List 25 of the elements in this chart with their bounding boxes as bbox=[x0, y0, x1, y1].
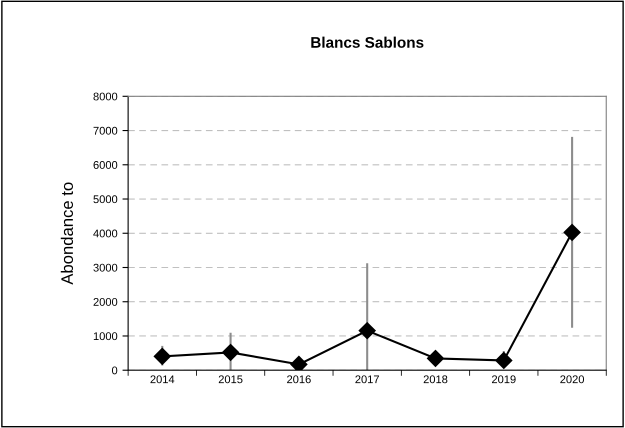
point bbox=[154, 348, 171, 365]
x-tick-label: 2016 bbox=[287, 375, 311, 384]
point bbox=[426, 350, 444, 367]
point bbox=[222, 344, 240, 361]
y-tick-label: 3000 bbox=[93, 264, 118, 272]
point bbox=[564, 224, 581, 241]
y-tick-label: 2000 bbox=[94, 298, 118, 306]
y-tick-label: 7000 bbox=[94, 126, 118, 135]
x-tick-label: 2019 bbox=[492, 375, 516, 384]
y-tick-label: 4000 bbox=[93, 230, 118, 238]
point bbox=[358, 322, 376, 340]
chart-title: Blancs Sablons bbox=[311, 36, 424, 48]
x-tick-label: 2014 bbox=[150, 375, 174, 384]
y-tick-label: 1000 bbox=[94, 332, 118, 340]
y-tick-label: 6000 bbox=[94, 161, 118, 169]
x-tick-label: 2018 bbox=[424, 375, 448, 384]
y-tick-label: 0 bbox=[112, 366, 118, 374]
x-tick-label: 2020 bbox=[560, 375, 584, 384]
point bbox=[495, 352, 512, 370]
point bbox=[290, 356, 308, 370]
y-axis-title: Abondance to bbox=[60, 182, 74, 285]
x-tick-label: 2017 bbox=[355, 375, 379, 384]
y-tick-label: 5000 bbox=[93, 195, 118, 204]
x-tick-label: 2015 bbox=[218, 375, 242, 384]
y-tick-label: 8000 bbox=[93, 92, 118, 100]
